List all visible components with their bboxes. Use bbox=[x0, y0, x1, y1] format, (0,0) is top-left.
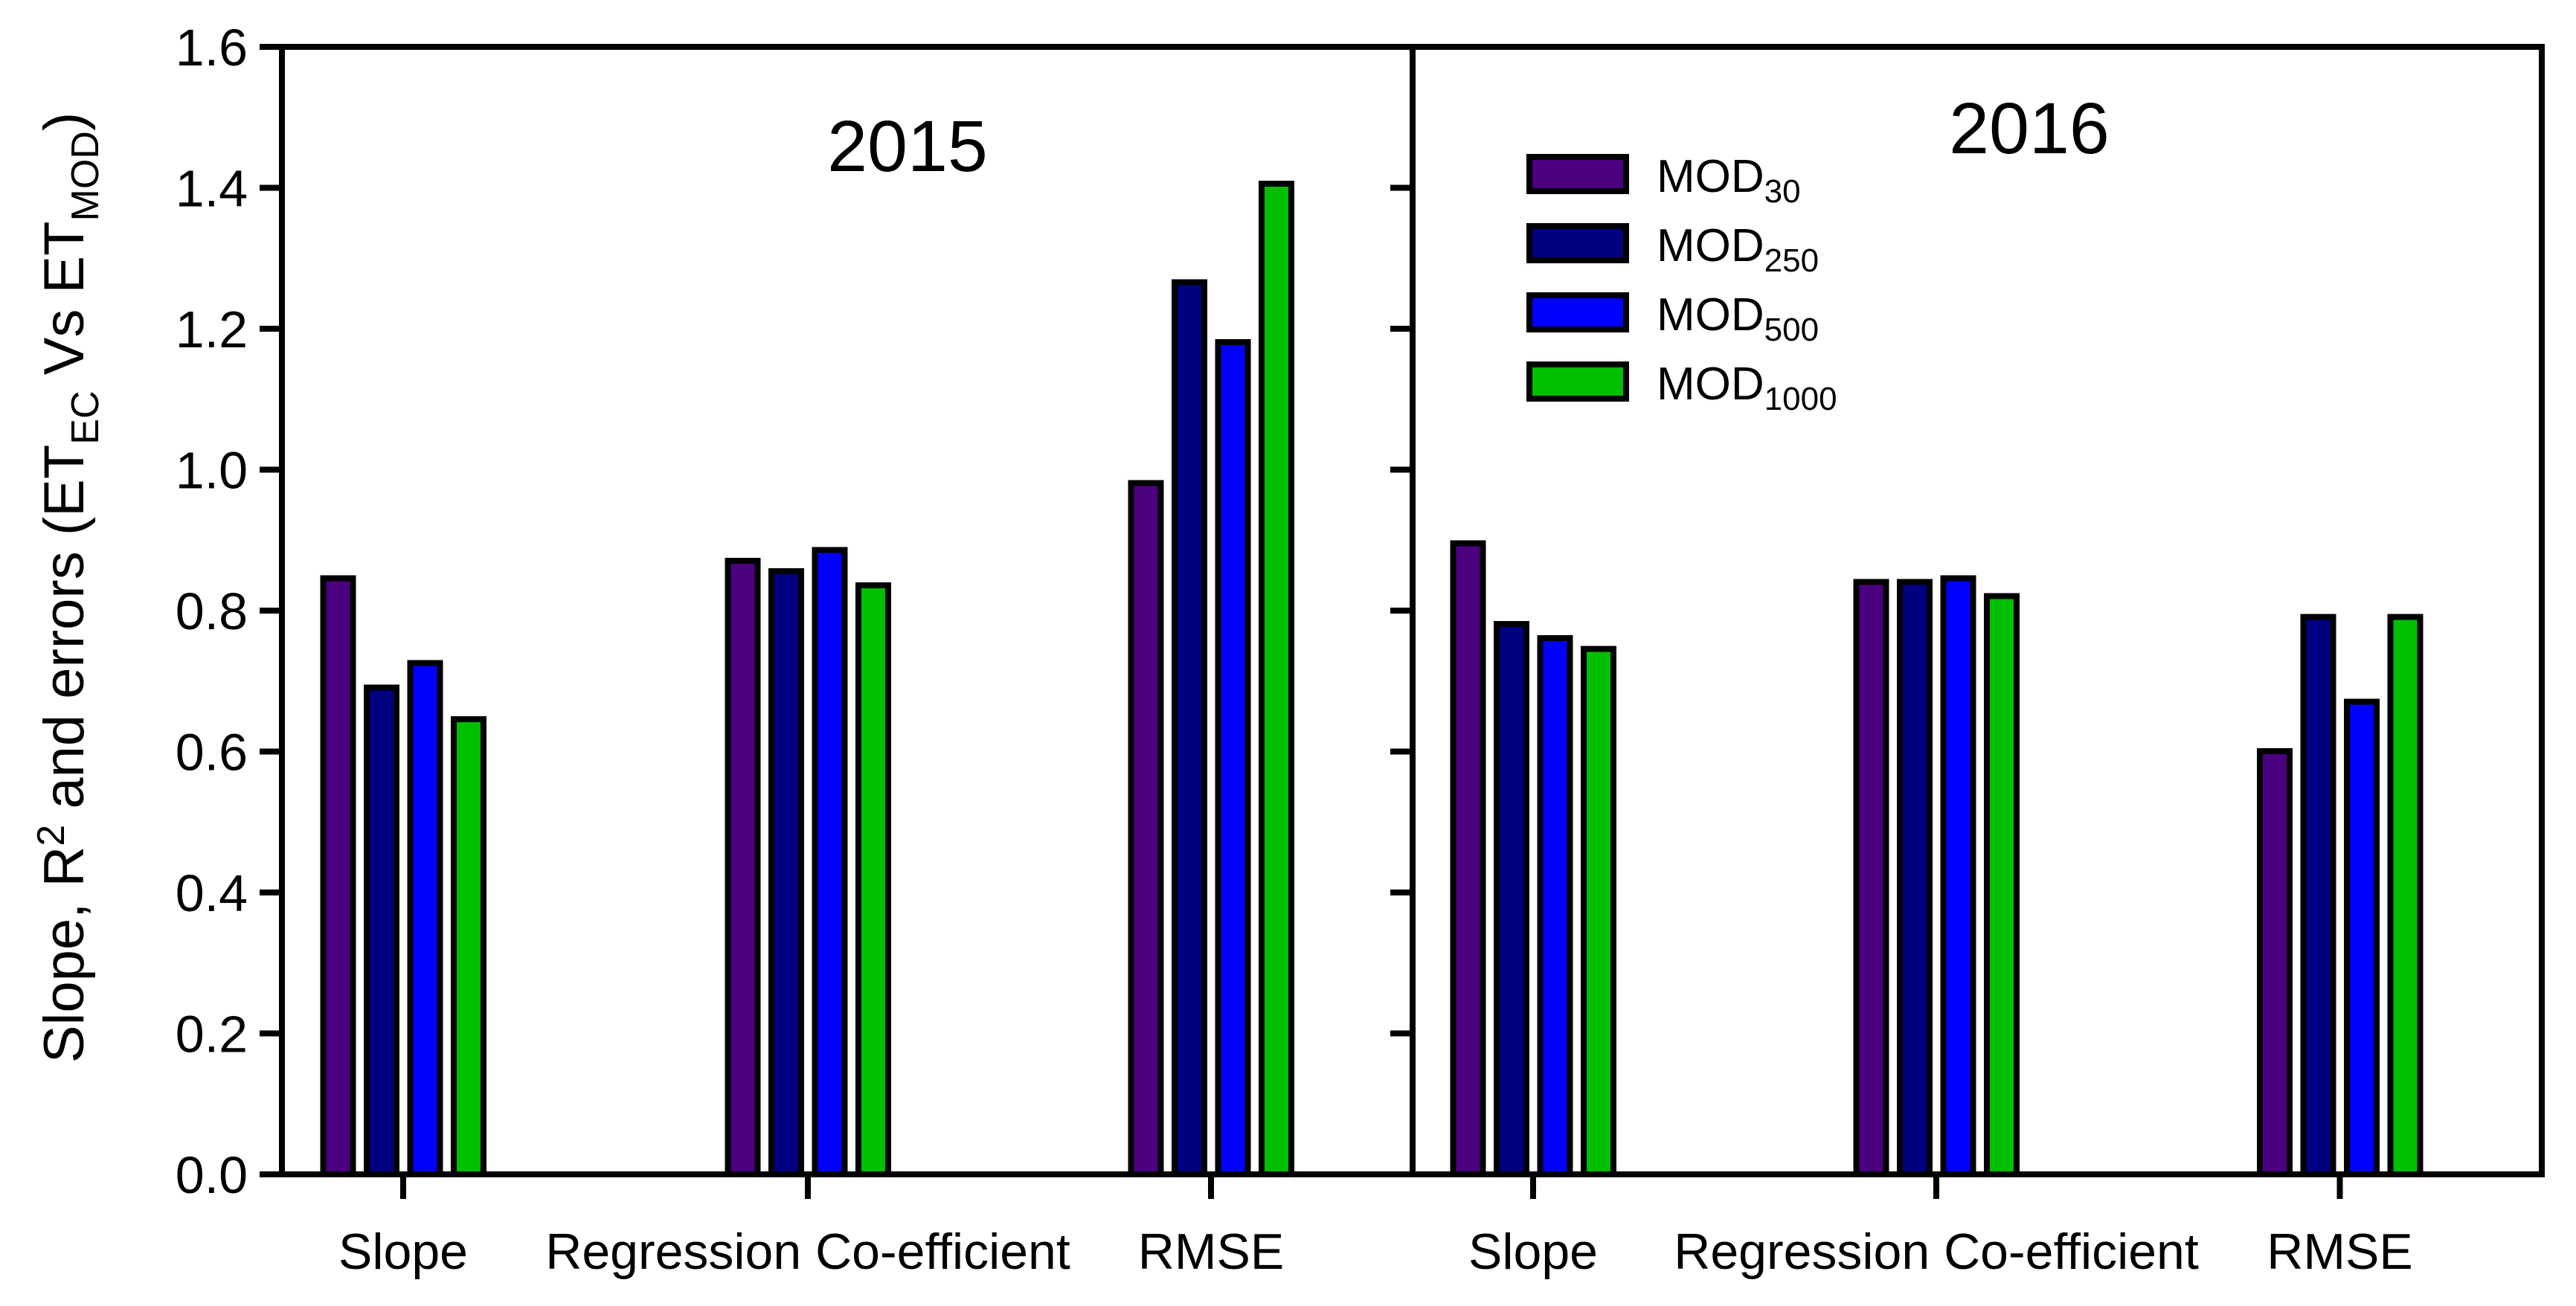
y-axis-title: Slope, R2 and errors (ETEC Vs ETMOD) bbox=[30, 112, 107, 1063]
x-axis-category-label: Slope bbox=[338, 1223, 468, 1280]
y-axis-tick-label: 0.2 bbox=[176, 1006, 248, 1064]
bar-2016-MOD30-category1 bbox=[1853, 579, 1889, 1177]
legend-swatch-MOD1000 bbox=[1526, 361, 1629, 402]
bar-2015-MOD500-category0 bbox=[407, 660, 443, 1177]
bar-2015-MOD1000-category2 bbox=[1258, 181, 1294, 1177]
bar-2015-MOD1000-category1 bbox=[855, 582, 891, 1177]
panel-title: 2016 bbox=[1949, 88, 2110, 169]
legend-label-MOD250: MOD250 bbox=[1657, 220, 1819, 279]
bar-2016-MOD500-category0 bbox=[1537, 635, 1573, 1177]
bar-2015-MOD500-category2 bbox=[1215, 339, 1251, 1177]
bar-2016-MOD250-category1 bbox=[1896, 579, 1933, 1177]
bar-2015-MOD30-category2 bbox=[1128, 480, 1164, 1177]
bar-2015-MOD30-category1 bbox=[725, 557, 761, 1177]
y-axis-tick-label: 1.4 bbox=[176, 160, 248, 218]
y-axis-tick-label: 0.0 bbox=[176, 1146, 248, 1204]
y-axis-tick-label: 1.2 bbox=[176, 300, 248, 358]
panel-title: 2015 bbox=[827, 106, 988, 187]
y-axis-tick-label: 0.4 bbox=[176, 864, 248, 922]
bar-2015-MOD250-category2 bbox=[1171, 279, 1207, 1177]
x-axis-category-label: RMSE bbox=[1138, 1223, 1284, 1280]
bar-2016-MOD30-category0 bbox=[1450, 540, 1486, 1177]
legend-swatch-MOD30 bbox=[1526, 154, 1629, 194]
legend-swatch-MOD250 bbox=[1526, 223, 1629, 263]
legend-label-MOD30: MOD30 bbox=[1657, 151, 1801, 210]
bar-2016-MOD1000-category2 bbox=[2387, 614, 2424, 1177]
bar-2015-MOD250-category0 bbox=[363, 684, 399, 1177]
legend-label-MOD1000: MOD1000 bbox=[1657, 358, 1837, 417]
x-axis-category-label: Regression Co-efficient bbox=[1674, 1223, 2199, 1280]
bar-2016-MOD1000-category0 bbox=[1580, 646, 1616, 1177]
legend-swatch-MOD500 bbox=[1526, 292, 1629, 332]
x-axis-category-label: RMSE bbox=[2267, 1223, 2412, 1280]
legend-label-MOD500: MOD500 bbox=[1657, 289, 1819, 348]
bar-2016-MOD500-category1 bbox=[1940, 575, 1976, 1177]
bar-2015-MOD1000-category0 bbox=[450, 716, 486, 1177]
bar-2016-MOD250-category0 bbox=[1493, 621, 1529, 1177]
x-axis-category-label: Regression Co-efficient bbox=[545, 1223, 1070, 1280]
bar-2016-MOD1000-category1 bbox=[1983, 593, 2020, 1177]
y-axis-tick-label: 1.0 bbox=[176, 442, 248, 500]
bar-2015-MOD250-category1 bbox=[768, 568, 804, 1177]
x-axis-category-label: Slope bbox=[1468, 1223, 1598, 1280]
y-axis-tick-label: 1.6 bbox=[176, 19, 248, 77]
bar-2015-MOD30-category0 bbox=[320, 575, 356, 1177]
bar-2016-MOD500-category2 bbox=[2343, 698, 2380, 1177]
bar-2015-MOD500-category1 bbox=[812, 547, 848, 1177]
y-axis-tick-label: 0.6 bbox=[176, 724, 248, 782]
y-axis-tick-label: 0.8 bbox=[176, 582, 248, 640]
bar-2016-MOD30-category2 bbox=[2256, 747, 2293, 1177]
bar-2016-MOD250-category2 bbox=[2300, 614, 2336, 1177]
